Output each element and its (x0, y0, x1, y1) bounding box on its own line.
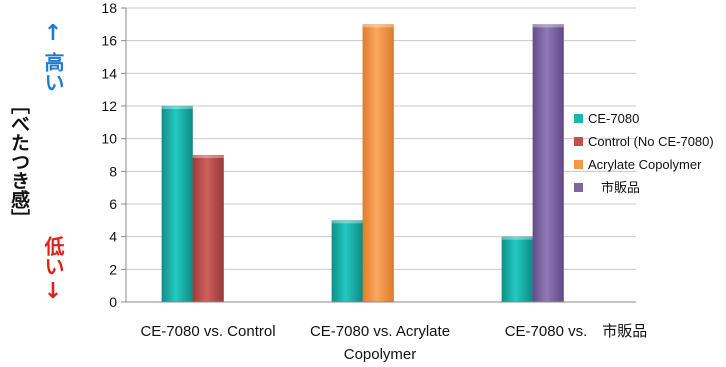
legend-label: 市販品 (588, 180, 640, 195)
y-axis-title: ［べたつき感］ (8, 95, 30, 228)
axes (125, 8, 636, 303)
bar (161, 105, 193, 303)
y-tick-label: 0 (109, 294, 117, 310)
legend-swatch (574, 137, 583, 146)
x-tick-label: CE-7080 vs. Acrylate (310, 323, 450, 340)
bar-highlight (161, 106, 193, 109)
legend-swatch (574, 114, 583, 123)
bar-highlight (331, 220, 363, 224)
legend-label: Control (No CE-7080) (588, 134, 714, 149)
y-axis-low-arrow: ↓ (44, 279, 62, 304)
y-tick-label: 8 (109, 163, 117, 179)
bar-highlight (532, 24, 564, 28)
legend-label: Acrylate Copolymer (588, 157, 702, 172)
bar-highlight (362, 24, 394, 28)
bars (161, 24, 564, 303)
y-tick-label: 12 (101, 98, 117, 114)
y-tick-label: 2 (109, 261, 117, 277)
y-tick-label: 4 (109, 229, 117, 245)
legend-label: CE-7080 (588, 111, 639, 126)
y-tick-label: 6 (109, 196, 117, 212)
x-tick-labels: CE-7080 vs. Control CE-7080 vs. Acrylate C… (140, 323, 647, 363)
y-axis-low-label: 低い (41, 235, 65, 276)
legend-swatch (574, 183, 583, 192)
bar (501, 236, 533, 303)
x-tick-label: CE-7080 vs. 市販品 (505, 323, 648, 340)
bar (362, 24, 394, 303)
x-tick-label: Copolymer (344, 346, 417, 363)
y-tick-label: 14 (101, 65, 117, 81)
bar (331, 220, 363, 303)
y-tick-label: 18 (101, 0, 117, 16)
legend-swatch (574, 160, 583, 169)
bar-highlight (501, 236, 533, 240)
bar (532, 24, 564, 303)
x-tick-label: CE-7080 vs. Control (140, 323, 275, 340)
y-axis-high-arrow: ↑ (44, 21, 62, 46)
y-axis-descriptor: ↑ 高い ［べたつき感］ 低い ↓ (8, 21, 65, 304)
y-tick-labels: 0 2 4 6 8 10 12 14 16 18 (101, 0, 117, 310)
bar-highlight (192, 155, 224, 158)
y-tick-label: 16 (101, 33, 117, 49)
legend: CE-7080 Control (No CE-7080) Acrylate Copo… (574, 111, 714, 195)
bar (192, 154, 224, 303)
y-tick-label: 10 (101, 131, 117, 147)
y-axis-high-label: 高い (41, 51, 65, 92)
